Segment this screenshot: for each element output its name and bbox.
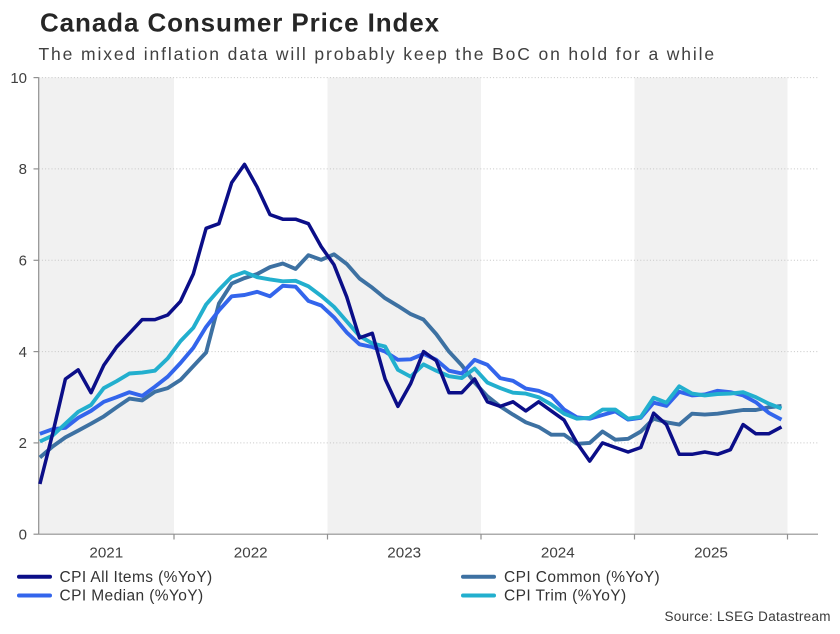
svg-text:Canada Consumer Price Index: Canada Consumer Price Index [40,8,440,38]
svg-text:6: 6 [19,253,27,270]
svg-text:CPI All Items (%YoY): CPI All Items (%YoY) [60,569,213,586]
svg-text:2021: 2021 [89,545,123,562]
svg-text:CPI Trim (%YoY): CPI Trim (%YoY) [504,588,627,605]
svg-text:2024: 2024 [541,545,575,562]
svg-text:The mixed inflation data will: The mixed inflation data will probably k… [39,44,717,64]
svg-text:2023: 2023 [387,545,421,562]
svg-text:Source: LSEG Datastream: Source: LSEG Datastream [665,609,831,624]
svg-text:10: 10 [10,70,27,87]
svg-text:CPI Common (%YoY): CPI Common (%YoY) [504,569,660,586]
svg-text:CPI Median (%YoY): CPI Median (%YoY) [60,588,204,605]
svg-text:2: 2 [19,435,27,452]
svg-text:2025: 2025 [694,545,728,562]
svg-text:4: 4 [19,344,27,361]
svg-text:0: 0 [19,527,27,544]
svg-text:8: 8 [19,161,27,178]
svg-text:2022: 2022 [234,545,268,562]
